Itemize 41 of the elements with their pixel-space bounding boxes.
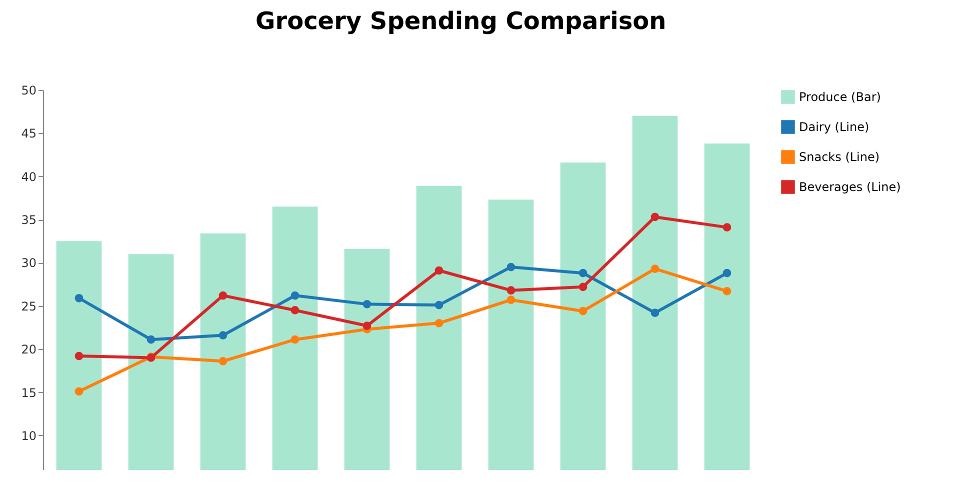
point — [434, 266, 444, 275]
point — [362, 300, 372, 308]
point — [434, 319, 444, 328]
y-tick-label: 30 — [21, 256, 36, 270]
chart-title: Grocery Spending Comparison — [256, 7, 666, 35]
point — [218, 331, 228, 340]
point — [146, 335, 156, 344]
point — [650, 308, 660, 317]
point — [578, 306, 588, 316]
point — [578, 268, 588, 278]
point — [650, 212, 660, 222]
point — [506, 262, 516, 272]
y-tick-label: 50 — [21, 84, 36, 98]
y-tick-label: 20 — [21, 342, 36, 357]
y-tick-label: 45 — [21, 126, 36, 141]
point — [578, 282, 588, 292]
point — [290, 306, 300, 314]
y-tick-label: 15 — [21, 386, 36, 400]
point — [722, 268, 732, 278]
y-tick-label: 35 — [21, 213, 36, 228]
legend-label: Produce (Bar) — [799, 90, 881, 104]
point — [362, 322, 372, 330]
point — [722, 287, 732, 296]
point — [74, 387, 84, 396]
point — [290, 335, 300, 344]
point — [434, 300, 444, 310]
legend-label: Snacks (Line) — [799, 150, 880, 164]
point — [74, 352, 84, 360]
y-tick-label: 40 — [21, 170, 36, 184]
point — [74, 294, 84, 302]
point — [722, 223, 732, 232]
point — [290, 291, 300, 300]
legend-label: Beverages (Line) — [799, 180, 901, 194]
y-tick-label: 10 — [21, 428, 36, 443]
point — [506, 286, 516, 295]
point — [506, 296, 516, 304]
point — [218, 357, 228, 366]
point — [650, 264, 660, 273]
legend-label: Dairy (Line) — [799, 120, 870, 134]
y-tick-label: 25 — [21, 299, 36, 314]
point — [218, 291, 228, 300]
